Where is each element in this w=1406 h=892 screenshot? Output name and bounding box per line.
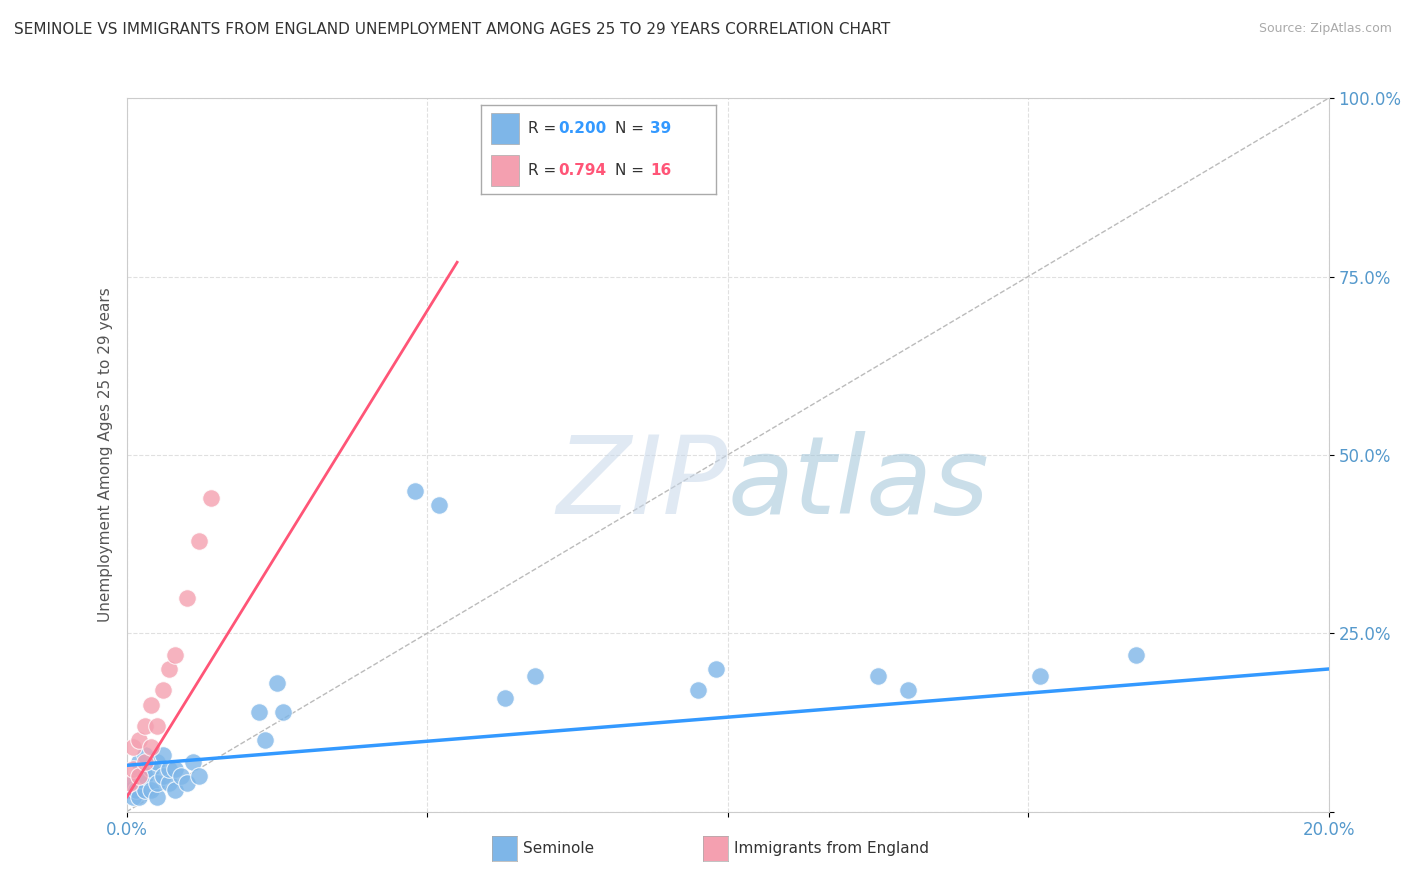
Text: Source: ZipAtlas.com: Source: ZipAtlas.com [1258,22,1392,36]
Point [139,783,162,797]
Point [134,783,156,797]
Point [152,769,174,783]
Point [145,755,167,769]
Point [247,705,270,719]
Point [128,769,150,783]
Point [157,776,180,790]
Point [128,733,150,747]
Point [157,762,180,776]
Point [128,755,150,769]
Point [163,648,186,662]
Point [181,755,204,769]
Point [152,683,174,698]
Text: atlas: atlas [728,431,990,536]
Point [200,491,222,505]
Point [494,690,516,705]
Point [121,740,143,755]
Point [1125,648,1147,662]
Point [1029,669,1052,683]
Point [187,769,209,783]
Point [128,769,150,783]
Point [134,769,156,783]
Point [866,669,889,683]
Text: Immigrants from England: Immigrants from England [734,841,929,855]
Point [145,719,167,733]
Point [118,776,141,790]
Point [124,783,146,797]
Point [169,769,191,783]
Point [253,733,276,747]
Point [704,662,727,676]
Point [187,533,209,548]
Point [139,762,162,776]
Point [139,698,162,712]
Point [145,790,167,805]
Text: Seminole: Seminole [523,841,595,855]
Text: SEMINOLE VS IMMIGRANTS FROM ENGLAND UNEMPLOYMENT AMONG AGES 25 TO 29 YEARS CORRE: SEMINOLE VS IMMIGRANTS FROM ENGLAND UNEM… [14,22,890,37]
Point [145,776,167,790]
Point [118,783,141,797]
Point [163,783,186,797]
Point [404,483,426,498]
Point [157,662,180,676]
Point [176,776,198,790]
Point [266,676,288,690]
Point [134,719,156,733]
Point [427,498,450,512]
Point [121,776,143,790]
Point [271,705,294,719]
Point [134,747,156,762]
Point [139,740,162,755]
Point [121,762,143,776]
Point [163,762,186,776]
Point [686,683,709,698]
Point [897,683,920,698]
Point [524,669,547,683]
Point [176,591,198,605]
Point [134,755,156,769]
Point [152,747,174,762]
Point [128,790,150,805]
Text: ZIP: ZIP [555,431,728,536]
Point [121,790,143,805]
Y-axis label: Unemployment Among Ages 25 to 29 years: Unemployment Among Ages 25 to 29 years [97,287,112,623]
